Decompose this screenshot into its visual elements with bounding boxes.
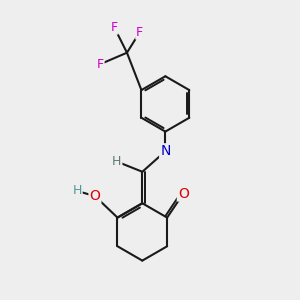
Text: F: F <box>136 26 143 39</box>
Text: F: F <box>97 58 104 71</box>
Text: N: N <box>160 144 170 158</box>
Text: O: O <box>89 189 100 203</box>
Text: O: O <box>178 187 189 200</box>
Text: H: H <box>112 155 122 168</box>
Text: F: F <box>111 21 118 34</box>
Text: H: H <box>72 184 82 197</box>
